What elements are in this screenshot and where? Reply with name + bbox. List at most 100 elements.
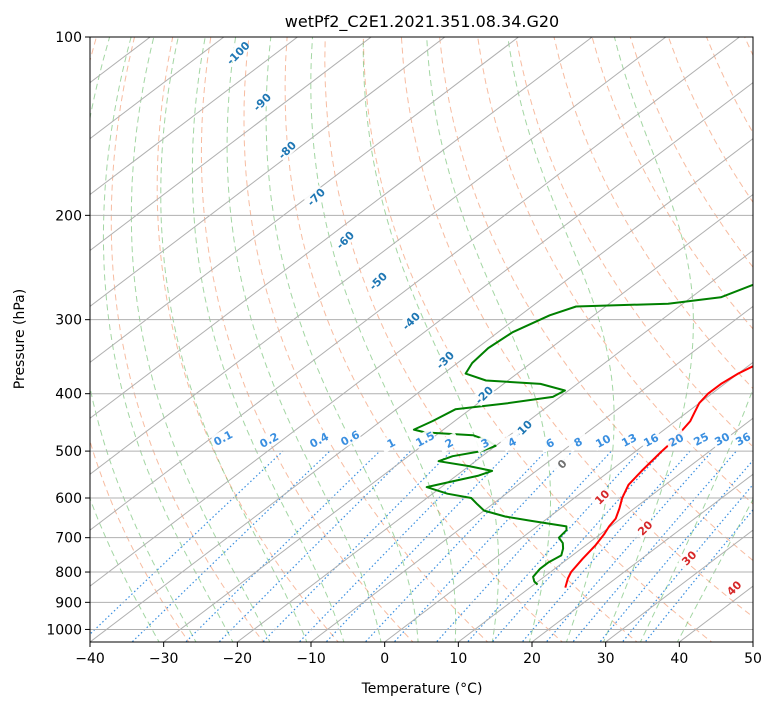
mixing-ratio-label: 0.2	[258, 430, 281, 451]
mixing-ratio-label-bg	[565, 431, 590, 452]
dry-adiabat	[243, 37, 489, 642]
y-tick-label: 300	[55, 313, 82, 329]
mixing-ratio-label: 36	[733, 430, 753, 449]
y-axis-label: Pressure (hPa)	[12, 289, 28, 389]
mixing-ratio-label: 25	[691, 430, 711, 449]
isotherm-label: -30	[434, 348, 457, 371]
y-tick-label: 1000	[46, 622, 82, 638]
moist-adiabat	[191, 37, 345, 642]
mixing-ratio-label: 10	[593, 432, 613, 451]
isotherm-label-bg	[471, 382, 496, 407]
isotherm-label-bg	[398, 308, 423, 333]
dry-adiabat	[591, 37, 753, 330]
isotherm	[90, 37, 667, 475]
x-axis-label: Temperature (°C)	[361, 681, 483, 697]
mixing-ratio-label-bg	[590, 430, 615, 451]
moist-adiabat	[90, 37, 197, 642]
chart-title: wetPf2_C2E1.2021.351.08.34.G20	[285, 12, 559, 32]
mixing-ratio-label-bg	[663, 429, 688, 450]
isotherm	[90, 37, 520, 363]
mixing-ratio-label: 0.4	[308, 430, 332, 451]
dry-adiabat	[400, 37, 753, 618]
y-tick-label: 400	[55, 387, 82, 403]
dry-adiabat	[744, 37, 753, 57]
moist-adiabat	[310, 37, 457, 642]
moist-adiabat	[160, 37, 308, 642]
isotherm-label-bg	[332, 227, 357, 252]
moist-adiabat	[602, 37, 694, 642]
mixing-ratio-label: 16	[641, 431, 661, 450]
moist-adiabat	[130, 37, 271, 642]
y-tick-label: 900	[55, 595, 82, 611]
mixing-ratio-label-bg	[256, 429, 281, 450]
pressure-gridlines	[90, 36, 753, 630]
y-tick-label: 200	[55, 208, 82, 224]
dry-adiabat	[477, 37, 753, 505]
y-tick-label: 800	[55, 565, 82, 581]
isotherm-label-bg	[274, 137, 299, 162]
isotherm	[531, 473, 753, 642]
x-tick-label: 20	[523, 651, 541, 667]
dry-adiabat	[324, 37, 638, 642]
x-axis-ticks: −40 −30 −20 −10 0 10 20 30 40 50	[75, 642, 762, 667]
isotherm-label-bg	[676, 545, 701, 570]
isotherm-label-bg	[365, 268, 390, 293]
temperature-line	[564, 365, 753, 588]
dry-adiabat	[90, 37, 190, 642]
isotherm-label: -20	[473, 383, 496, 406]
dry-adiabat	[110, 37, 265, 642]
mixing-ratio-label: 30	[712, 430, 732, 449]
line-labels: -100-90-80-70-60-50-40-30-20-10010203040…	[210, 39, 755, 600]
mixing-ratio-label: 13	[619, 431, 639, 450]
moist-adiabat	[639, 387, 753, 642]
isotherm-label-bg	[632, 515, 657, 540]
isotherm	[90, 37, 299, 196]
isotherm	[90, 37, 741, 531]
isotherm	[383, 361, 753, 642]
x-tick-label: −20	[223, 651, 253, 667]
mixing-ratio-label-bg	[412, 428, 437, 449]
moist-adiabat	[102, 37, 234, 642]
isotherm	[752, 641, 753, 642]
mixing-ratio-label: 0.1	[212, 428, 235, 449]
y-tick-label: 500	[55, 444, 82, 460]
isotherm-label-bg	[721, 575, 746, 600]
x-tick-label: 40	[670, 651, 688, 667]
isotherm	[90, 37, 593, 419]
mixing-ratio-label-bg	[472, 432, 497, 453]
mixing-ratio-line	[644, 508, 753, 642]
mixing-ratio-line	[393, 450, 574, 642]
moist-adiabat	[426, 37, 551, 642]
mixing-ratio-label-bg	[537, 432, 562, 453]
mixing-ratio-line	[466, 450, 641, 642]
mixing-ratio-line	[325, 450, 511, 642]
isotherm	[604, 529, 753, 642]
y-tick-label: 600	[55, 491, 82, 507]
mixing-ratio-line	[261, 450, 452, 642]
y-tick-label: 700	[55, 531, 82, 547]
mixing-ratio-line	[491, 450, 664, 642]
dry-adiabat	[362, 37, 713, 642]
mixing-ratio-label-bg	[730, 428, 755, 449]
mixing-ratio-label-bg	[337, 427, 362, 448]
isotherm	[310, 305, 753, 642]
mixing-ratio-label-bg	[688, 428, 713, 449]
mixing-ratio-line	[572, 450, 737, 642]
isotherm-label: -70	[305, 185, 328, 208]
moist-adiabat	[265, 37, 419, 642]
isotherm	[90, 137, 753, 642]
x-tick-label: 50	[744, 651, 762, 667]
mixing-ratio-label-bg	[436, 432, 461, 453]
mixing-ratio-line	[218, 450, 412, 642]
dry-adiabat	[284, 37, 564, 642]
isotherm-label: -50	[367, 269, 390, 292]
mixing-ratio-label-bg	[616, 429, 641, 450]
isotherm-label: -60	[334, 228, 357, 251]
y-axis-ticks: 100 200 300 400 500 600 700 800 900 1000	[46, 30, 90, 638]
isotherm	[90, 37, 372, 252]
isotherm	[236, 249, 753, 642]
x-tick-label: 10	[449, 651, 467, 667]
mixing-ratio-line	[599, 459, 753, 642]
plot-frame	[89, 36, 754, 643]
dry-adiabat	[515, 37, 753, 448]
